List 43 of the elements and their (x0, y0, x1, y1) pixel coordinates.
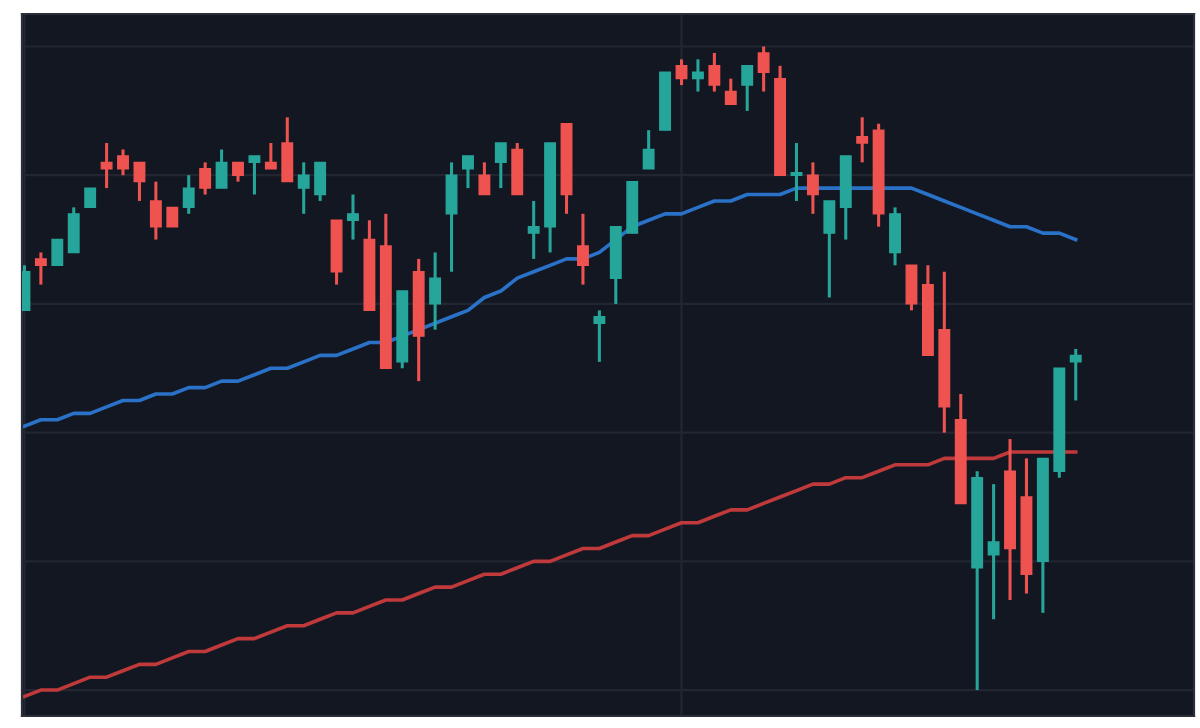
candlestick (642, 128, 655, 171)
candlestick (297, 160, 310, 216)
candlestick (823, 199, 836, 300)
candlestick (527, 199, 540, 261)
candlestick (757, 44, 770, 94)
candlestick (987, 482, 1000, 621)
candlestick (166, 206, 179, 228)
candlestick (84, 187, 97, 209)
candlestick (462, 154, 474, 190)
candlestick (149, 180, 162, 242)
candlestick (199, 160, 212, 197)
candlestick (905, 263, 918, 312)
candlestick (232, 160, 244, 184)
candlestick (264, 141, 277, 171)
candlestick (856, 115, 869, 164)
candlestick (67, 205, 80, 254)
candlestick (511, 141, 524, 197)
candlestick (675, 57, 688, 87)
candlestick (708, 51, 721, 94)
candlestick (314, 160, 327, 203)
candlestick (100, 141, 113, 190)
candlestick (593, 308, 606, 364)
candlestick (889, 205, 901, 267)
candlestick (445, 160, 458, 274)
candlestick (347, 192, 359, 242)
candlestick (281, 115, 294, 184)
candlestick (34, 250, 47, 287)
candlestick (576, 212, 589, 287)
candlestick (117, 147, 129, 177)
candlestick (215, 147, 228, 190)
candlestick (790, 141, 803, 203)
candlestick (741, 64, 754, 113)
candlestick (51, 238, 64, 267)
candlestick (494, 141, 507, 190)
candlestick (691, 57, 704, 94)
candlestick (478, 160, 491, 197)
candlestick (429, 250, 442, 332)
candlestick (1069, 347, 1082, 402)
candlestick (724, 77, 737, 106)
candlestick (248, 154, 261, 197)
candlestick (182, 173, 195, 216)
candlestick (806, 160, 819, 216)
candlestick (133, 160, 146, 203)
